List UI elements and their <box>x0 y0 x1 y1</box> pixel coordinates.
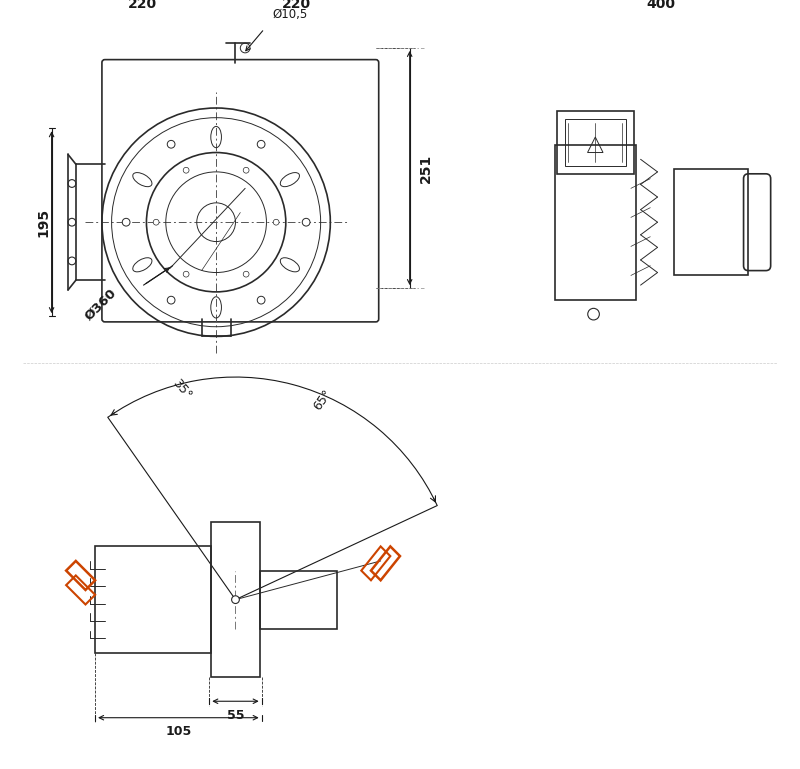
Circle shape <box>167 141 175 148</box>
Circle shape <box>274 219 279 225</box>
Bar <box>674 169 748 275</box>
Circle shape <box>243 168 249 173</box>
Bar <box>555 145 636 300</box>
Bar <box>95 547 211 653</box>
Circle shape <box>122 218 130 226</box>
Bar <box>557 111 634 174</box>
Bar <box>211 522 260 677</box>
Text: Ø10,5: Ø10,5 <box>272 8 307 21</box>
Circle shape <box>302 218 310 226</box>
Text: 220: 220 <box>127 0 157 12</box>
Text: Ø360: Ø360 <box>82 286 119 323</box>
Circle shape <box>232 596 239 604</box>
Circle shape <box>183 168 189 173</box>
Circle shape <box>167 296 175 304</box>
Circle shape <box>243 271 249 277</box>
Circle shape <box>183 271 189 277</box>
Text: 105: 105 <box>166 725 191 738</box>
Text: 400: 400 <box>646 0 676 12</box>
Text: 220: 220 <box>282 0 310 12</box>
Circle shape <box>68 257 76 265</box>
Bar <box>260 571 337 629</box>
Circle shape <box>240 43 250 53</box>
Circle shape <box>68 180 76 188</box>
Text: 251: 251 <box>419 153 434 182</box>
Circle shape <box>258 296 265 304</box>
Text: 195: 195 <box>37 208 51 237</box>
Circle shape <box>154 219 159 225</box>
Text: 65°: 65° <box>311 387 334 412</box>
Circle shape <box>588 308 599 320</box>
Circle shape <box>258 141 265 148</box>
Text: 35°: 35° <box>170 377 194 402</box>
Bar <box>565 118 626 166</box>
Text: 55: 55 <box>226 709 244 722</box>
Circle shape <box>68 218 76 226</box>
